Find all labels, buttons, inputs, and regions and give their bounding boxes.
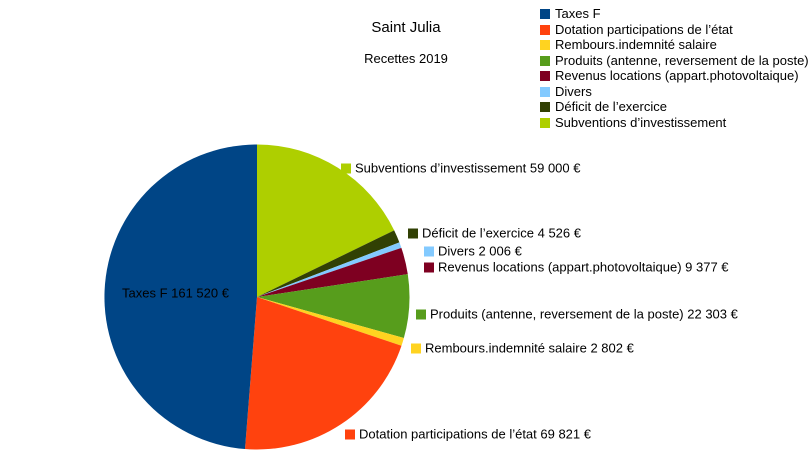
slice-label-divers: Divers 2 006 € xyxy=(424,244,522,259)
legend-color-swatch xyxy=(540,55,550,66)
slice-label-text: Produits (antenne, reversement de la pos… xyxy=(430,306,738,322)
legend-item-label: Dotation participations de l’état xyxy=(555,21,733,37)
legend-item-d-ficit-de-l-exercice: Déficit de l’exercice xyxy=(540,99,810,115)
pie-slice-rembours-indemnit-salaire xyxy=(257,297,404,346)
label-key-swatch xyxy=(411,343,421,353)
legend-item-dotation-participations-de-l-tat: Dotation participations de l’état xyxy=(540,22,810,38)
legend-item-subventions-d-investissement: Subventions d’investissement xyxy=(540,115,810,131)
legend-color-swatch xyxy=(540,24,550,35)
legend-item-label: Divers xyxy=(555,83,592,99)
legend-color-swatch xyxy=(540,71,550,81)
legend-color-swatch xyxy=(540,102,550,112)
legend-item-divers: Divers xyxy=(540,84,810,100)
pie-slice-revenus-locations-appart-photovoltaique xyxy=(257,247,408,297)
pie-slice-dotation-participations-de-l-tat xyxy=(244,297,402,450)
slice-label-text: Rembours.indemnité salaire 2 802 € xyxy=(425,340,634,356)
legend-item-label: Revenus locations (appart.photovoltaique… xyxy=(555,68,799,83)
pie-slice-taxes-f xyxy=(104,144,257,450)
slice-label-text: Dotation participations de l’état 69 821… xyxy=(359,426,591,442)
slice-label-rembours-indemnit-salaire: Rembours.indemnité salaire 2 802 € xyxy=(411,341,634,356)
slice-label-taxes-f: Taxes F 161 520 € xyxy=(122,286,229,301)
slice-label-text: Revenus locations (appart.photovoltaique… xyxy=(438,259,729,275)
legend-item-taxes-f: Taxes F xyxy=(540,6,810,22)
label-key-swatch xyxy=(416,309,426,319)
legend-color-swatch xyxy=(540,117,550,128)
legend-color-swatch xyxy=(540,40,550,50)
chart-title: Saint Julia xyxy=(371,19,441,36)
legend-color-swatch xyxy=(540,9,550,19)
slice-label-revenus-locations-appart-photovoltaique: Revenus locations (appart.photovoltaique… xyxy=(424,260,729,275)
slice-label-text: Taxes F 161 520 € xyxy=(122,285,229,301)
legend-item-label: Déficit de l’exercice xyxy=(555,99,667,114)
legend-item-label: Rembours.indemnité salaire xyxy=(555,37,717,52)
slice-label-d-ficit-de-l-exercice: Déficit de l’exercice 4 526 € xyxy=(408,226,581,241)
slice-label-text: Divers 2 006 € xyxy=(438,243,522,259)
legend: Taxes F Dotation participations de l’état… xyxy=(540,6,810,130)
pie-slice-divers xyxy=(257,242,402,297)
chart-subtitle: Recettes 2019 xyxy=(364,51,448,66)
slice-label-subventions-d-investissement: Subventions d’investissement 59 000 € xyxy=(341,161,580,176)
legend-item-produits-antenne-reversement-de-la-poste: Produits (antenne, reversement de la pos… xyxy=(540,53,810,69)
legend-item-label: Taxes F xyxy=(555,6,601,21)
pie-slice-d-ficit-de-l-exercice xyxy=(257,230,400,297)
slice-label-produits-antenne-reversement-de-la-poste: Produits (antenne, reversement de la pos… xyxy=(416,307,738,322)
slice-label-text: Subventions d’investissement 59 000 € xyxy=(355,160,581,176)
label-key-swatch xyxy=(408,228,418,238)
slice-label-text: Déficit de l’exercice 4 526 € xyxy=(422,225,581,241)
legend-item-revenus-locations-appart-photovoltaique: Revenus locations (appart.photovoltaique… xyxy=(540,68,810,84)
slice-label-dotation-participations-de-l-tat: Dotation participations de l’état 69 821… xyxy=(345,427,591,442)
legend-item-label: Produits (antenne, reversement de la pos… xyxy=(555,52,809,68)
legend-color-swatch xyxy=(540,86,550,97)
label-key-swatch xyxy=(345,429,355,439)
legend-item-rembours-indemnit-salaire: Rembours.indemnité salaire xyxy=(540,37,810,53)
pie-slice-subventions-d-investissement xyxy=(257,144,395,297)
label-key-swatch xyxy=(424,246,434,256)
legend-item-label: Subventions d’investissement xyxy=(555,114,727,130)
pie-slice-produits-antenne-reversement-de-la-poste xyxy=(257,274,410,339)
label-key-swatch xyxy=(341,163,351,173)
label-key-swatch xyxy=(424,262,434,272)
